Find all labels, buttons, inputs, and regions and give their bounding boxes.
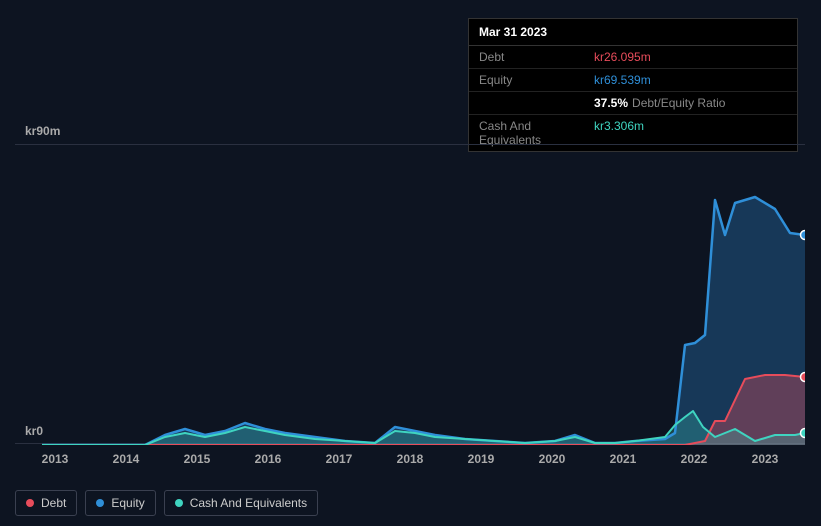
tooltip-row-label: Equity — [479, 73, 594, 87]
legend-label: Cash And Equivalents — [190, 496, 307, 510]
debt-equity-chart: kr90m kr0 201320142015201620172018201920… — [15, 120, 805, 500]
chart-svg — [15, 145, 805, 445]
end-marker — [801, 429, 806, 438]
x-axis-tick: 2016 — [255, 452, 282, 466]
x-axis-tick: 2022 — [681, 452, 708, 466]
legend-swatch — [175, 499, 183, 507]
legend-swatch — [26, 499, 34, 507]
series-area-equity — [42, 197, 805, 445]
tooltip-row-value: kr26.095m — [594, 50, 651, 64]
x-axis-tick: 2019 — [468, 452, 495, 466]
x-axis-tick: 2020 — [539, 452, 566, 466]
tooltip-row-label — [479, 96, 594, 110]
legend-item-cash-and-equivalents[interactable]: Cash And Equivalents — [164, 490, 318, 516]
chart-legend: Debt Equity Cash And Equivalents — [15, 490, 318, 516]
y-axis-label-max: kr90m — [25, 124, 60, 138]
legend-label: Debt — [41, 496, 66, 510]
x-axis-tick: 2023 — [752, 452, 779, 466]
legend-swatch — [96, 499, 104, 507]
x-axis-tick: 2018 — [397, 452, 424, 466]
tooltip-row: 37.5% Debt/Equity Ratio — [469, 92, 797, 115]
end-marker — [801, 231, 806, 240]
x-axis-tick: 2013 — [42, 452, 69, 466]
x-axis-tick: 2021 — [610, 452, 637, 466]
tooltip-row-label: Debt — [479, 50, 594, 64]
tooltip-row: Equitykr69.539m — [469, 69, 797, 92]
x-axis: 2013 2014 2015 2016 2017 2018 2019 2020 2021 2022… — [15, 444, 805, 474]
tooltip-ratio-text: Debt/Equity Ratio — [632, 96, 725, 110]
end-marker — [801, 373, 806, 382]
tooltip-date: Mar 31 2023 — [469, 19, 797, 46]
tooltip-row: Debtkr26.095m — [469, 46, 797, 69]
legend-item-equity[interactable]: Equity — [85, 490, 155, 516]
plot-area — [15, 144, 805, 444]
legend-item-debt[interactable]: Debt — [15, 490, 77, 516]
x-axis-tick: 2015 — [184, 452, 211, 466]
legend-label: Equity — [111, 496, 144, 510]
tooltip-row-value: kr69.539m — [594, 73, 651, 87]
x-axis-tick: 2014 — [113, 452, 140, 466]
tooltip-ratio-pct: 37.5% — [594, 96, 628, 110]
x-axis-tick: 2017 — [326, 452, 353, 466]
